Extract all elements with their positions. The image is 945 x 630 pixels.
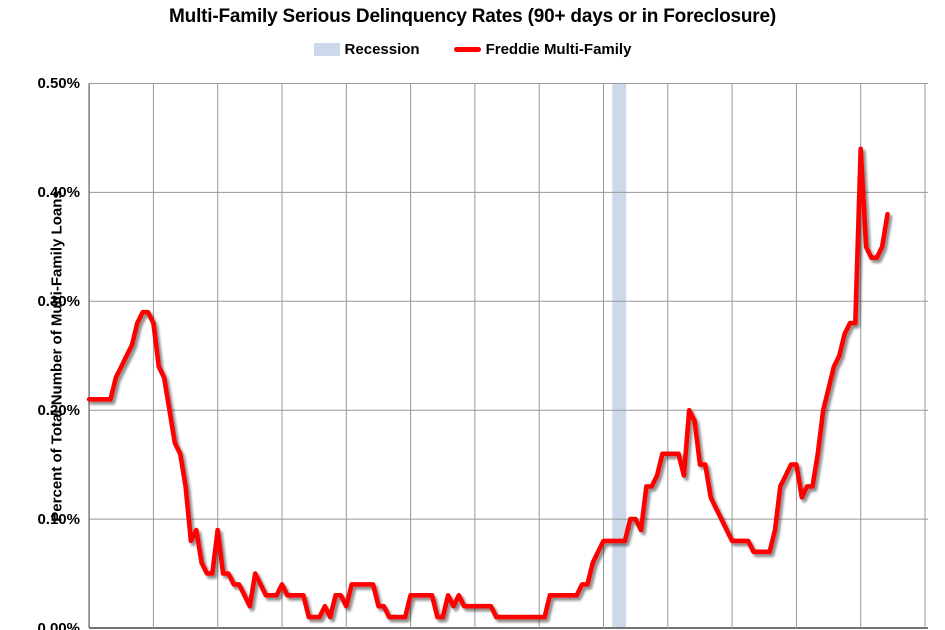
freddie-line-swatch — [453, 47, 481, 52]
y-tick-label: 0.40% — [37, 183, 80, 201]
legend: Recession Freddie Multi-Family — [0, 41, 945, 58]
y-tick-label: 0.20% — [37, 401, 80, 419]
legend-label-freddie: Freddie Multi-Family — [485, 41, 632, 58]
legend-item-freddie: Freddie Multi-Family — [453, 41, 632, 58]
recession-band — [612, 83, 627, 628]
legend-item-recession: Recession — [313, 41, 420, 58]
legend-label-recession: Recession — [344, 41, 420, 58]
y-tick-label: 0.10% — [37, 510, 80, 528]
chart-title: Multi-Family Serious Delinquency Rates (… — [169, 6, 776, 27]
y-tick-label: 0.30% — [37, 292, 80, 310]
freddie-multi-family-line — [86, 146, 890, 620]
y-tick-label: 0.00% — [37, 619, 80, 630]
recession-swatch — [313, 43, 340, 56]
y-tick-label: 0.50% — [37, 75, 80, 92]
